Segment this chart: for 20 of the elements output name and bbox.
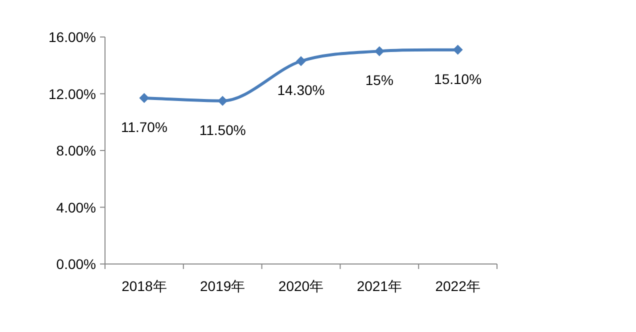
data-label: 11.50% xyxy=(199,122,246,138)
data-label: 11.70% xyxy=(120,119,168,136)
point xyxy=(139,93,150,104)
x-tick-label: 2022年 xyxy=(435,278,480,294)
data-label: 15.10% xyxy=(434,70,482,87)
point xyxy=(218,96,228,106)
y-tick-label: 4.00% xyxy=(56,199,96,216)
point xyxy=(452,44,463,55)
x-tick-label: 2020年 xyxy=(278,278,324,294)
y-tick-label: 16.00% xyxy=(48,29,96,45)
point xyxy=(296,56,306,66)
x-tick-label: 2018年 xyxy=(122,278,167,294)
x-tick-label: 2019年 xyxy=(200,278,246,294)
data-label: 15% xyxy=(365,72,394,88)
y-tick-label: 0.00% xyxy=(56,256,96,272)
x-tick-label: 2021年 xyxy=(356,278,402,294)
data-label: 14.30% xyxy=(277,82,325,98)
point xyxy=(374,46,384,56)
y-tick-label: 12.00% xyxy=(48,86,96,102)
y-tick-label: 8.00% xyxy=(56,142,96,158)
